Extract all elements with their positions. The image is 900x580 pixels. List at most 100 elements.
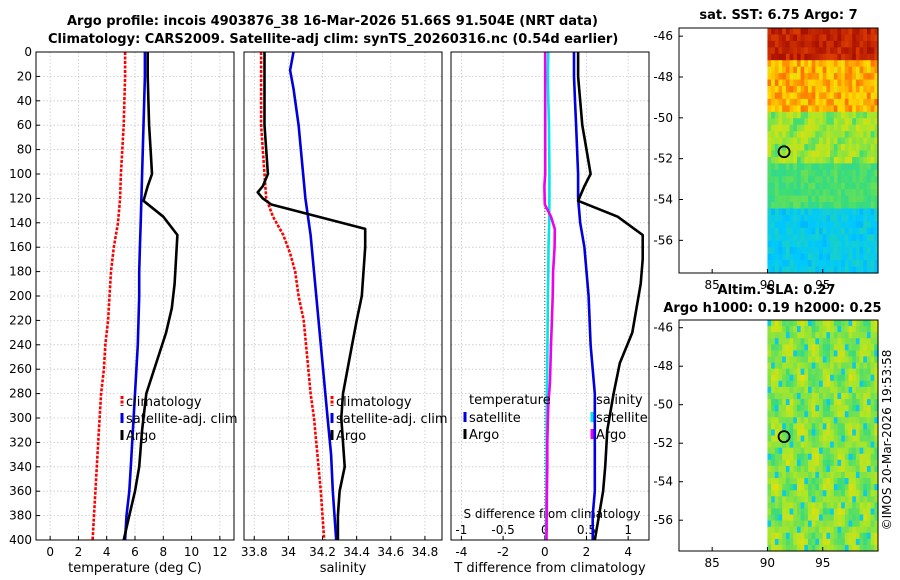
map-cell xyxy=(837,118,842,126)
map-cell xyxy=(866,260,872,268)
map-cell xyxy=(774,137,780,145)
map-cell xyxy=(771,260,776,268)
map-cell xyxy=(789,131,794,139)
map-cell xyxy=(852,399,857,406)
map-cell xyxy=(833,47,839,55)
map-cell xyxy=(815,465,820,473)
map-cell xyxy=(830,118,835,126)
map-cell xyxy=(837,98,842,106)
map-cell xyxy=(826,496,831,503)
map-cell xyxy=(874,326,879,333)
map-cell xyxy=(796,176,802,184)
map-cell xyxy=(771,79,776,87)
map-cell xyxy=(796,234,802,242)
map-cell xyxy=(796,34,802,42)
map-cell xyxy=(774,182,780,190)
map-cell xyxy=(804,332,809,339)
map-cell xyxy=(793,227,798,235)
x-tick-label: 10 xyxy=(184,545,199,559)
map-cell xyxy=(852,144,857,152)
map-cell xyxy=(822,478,828,485)
map-cell xyxy=(789,79,794,87)
map-cell xyxy=(855,240,861,248)
map-cell xyxy=(830,538,835,546)
map-cell xyxy=(793,247,798,255)
map-cell xyxy=(785,79,791,87)
map-cell xyxy=(848,124,853,132)
map-cell xyxy=(785,227,791,235)
map-cell xyxy=(796,131,802,139)
map-cell xyxy=(785,380,791,388)
map-cell xyxy=(848,73,853,81)
map-cell xyxy=(796,163,802,171)
map-cell xyxy=(811,105,816,113)
map-cell xyxy=(807,131,813,139)
map-cell xyxy=(863,124,868,132)
argo-float-marker xyxy=(777,430,791,444)
map-cell xyxy=(848,98,853,106)
map-cell xyxy=(855,111,861,119)
map-cell xyxy=(789,163,794,171)
map-cell xyxy=(852,156,857,164)
x-tick-label: 4 xyxy=(103,545,111,559)
x-tick-label: -4 xyxy=(455,545,467,559)
map-cell xyxy=(800,189,805,197)
map-cell xyxy=(774,544,780,552)
map-cell xyxy=(844,234,850,242)
map-cell xyxy=(767,380,772,388)
map-cell xyxy=(870,137,875,145)
map-cell xyxy=(789,374,794,382)
map-cell xyxy=(811,156,816,164)
map-cell xyxy=(830,459,835,467)
map-cell xyxy=(855,532,861,540)
map-cell xyxy=(841,459,846,467)
map-cell xyxy=(833,362,839,370)
map-cell xyxy=(859,150,864,158)
map-cell xyxy=(793,79,798,87)
map-cell xyxy=(774,417,780,424)
x-tick-label: -2 xyxy=(497,545,509,559)
map-cell xyxy=(767,47,772,55)
map-cell xyxy=(844,544,850,552)
map-cell xyxy=(837,202,842,210)
map-cell xyxy=(819,189,824,197)
map-cell xyxy=(793,502,798,510)
map-cell xyxy=(841,465,846,473)
map-cell xyxy=(819,92,824,100)
map-cell xyxy=(841,124,846,132)
map-cell xyxy=(793,411,798,418)
map-cell xyxy=(771,253,776,261)
x-tick-label: 2 xyxy=(75,545,83,559)
map-cell xyxy=(819,429,824,437)
map-cell xyxy=(789,66,794,74)
map-cell xyxy=(774,66,780,74)
map-cell xyxy=(870,260,875,268)
map-cell xyxy=(833,60,839,68)
map-cell xyxy=(782,538,787,546)
map-cell xyxy=(852,405,857,412)
map-cell xyxy=(796,459,802,467)
map-cell xyxy=(819,465,824,473)
map-cell xyxy=(852,502,857,510)
map-cell xyxy=(804,28,809,36)
map-cell xyxy=(778,118,783,126)
map-cell xyxy=(830,247,835,255)
map-cell xyxy=(771,350,776,358)
map-cell xyxy=(833,526,839,534)
map-cell xyxy=(811,399,816,406)
map-cell xyxy=(837,538,842,546)
map-cell xyxy=(841,92,846,100)
map-cell xyxy=(793,356,798,364)
map-cell xyxy=(848,417,853,424)
map-cell xyxy=(870,156,875,164)
map-cell xyxy=(837,478,842,485)
map-cell xyxy=(807,484,813,491)
map-cell xyxy=(859,86,864,94)
y-tick-label: 120 xyxy=(9,191,32,205)
map-cell xyxy=(796,79,802,87)
map-cell xyxy=(859,79,864,87)
map-cell xyxy=(863,189,868,197)
map-cell xyxy=(774,202,780,210)
map-cell xyxy=(830,176,835,184)
map-cell xyxy=(793,392,798,400)
